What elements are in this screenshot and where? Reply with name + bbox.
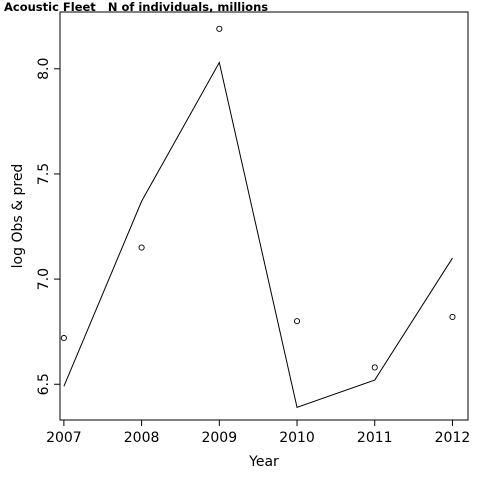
- y-axis: 6.5 7.0 7.5 8.0: [36, 58, 61, 395]
- observed-point: [293, 318, 301, 325]
- chart-title: Acoustic Fleet N of individuals, million…: [4, 0, 268, 14]
- x-tick-label: 2011: [357, 430, 393, 446]
- y-tick-label: 8.0: [36, 58, 52, 80]
- x-tick-label: 2008: [124, 430, 160, 446]
- x-tick-label: 2012: [435, 430, 471, 446]
- x-tick-label: 2010: [279, 430, 315, 446]
- observed-point: [371, 364, 378, 371]
- observed-point: [216, 25, 223, 32]
- predicted-line: [63, 61, 453, 409]
- y-axis-label: log Obs & pred: [10, 164, 26, 269]
- x-tick-label: 2009: [201, 430, 237, 446]
- observed-point: [60, 334, 67, 342]
- observed-point: [449, 313, 456, 320]
- x-axis: 2007 2008 2009 2010 2011 2012: [46, 419, 471, 446]
- x-axis-label: Year: [248, 454, 279, 470]
- plot-frame: [59, 11, 469, 421]
- y-tick-label: 6.5: [36, 373, 52, 395]
- series-layer: [60, 25, 456, 409]
- y-tick-label: 7.5: [36, 163, 52, 185]
- y-tick-label: 7.0: [36, 268, 52, 290]
- observed-point: [138, 244, 145, 251]
- x-tick-label: 2007: [46, 430, 82, 446]
